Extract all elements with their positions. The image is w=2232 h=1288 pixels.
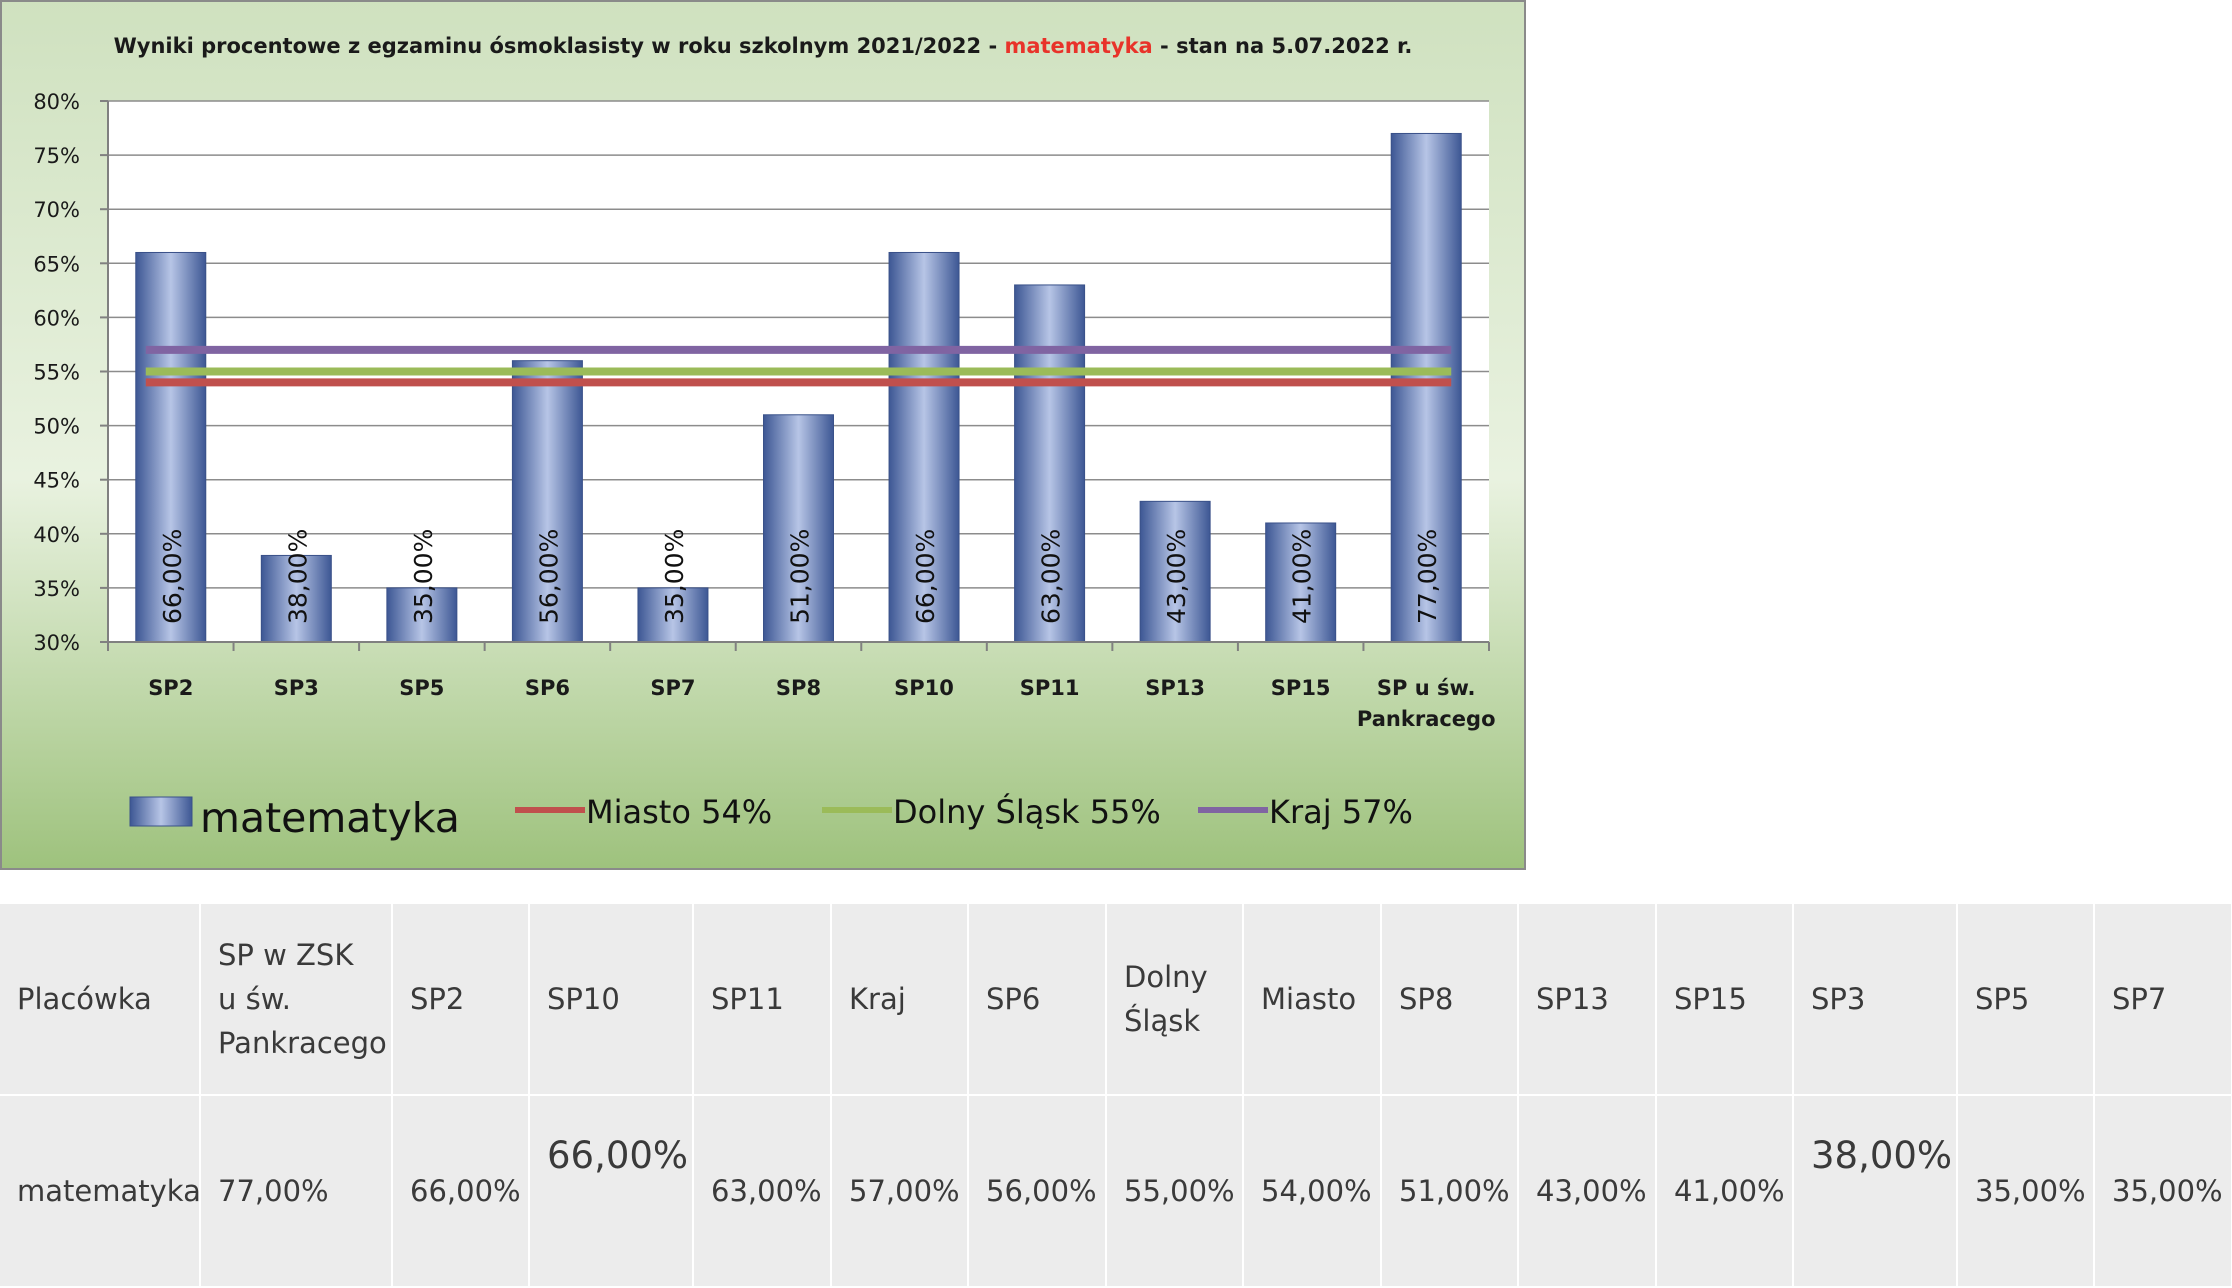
y-tick-label: 60% <box>33 306 80 330</box>
table-header-cell: SP13 <box>1518 904 1657 1096</box>
table-cell: 77,00% <box>200 1095 393 1288</box>
table-cell: 35,00% <box>1957 1095 2095 1288</box>
y-tick-label: 75% <box>33 144 80 168</box>
table-row: matematyka 77,00% 66,00% 66,00% 63,00% 5… <box>0 1095 2232 1288</box>
table-cell: 41,00% <box>1656 1095 1794 1288</box>
table-header-cell: SP7 <box>2094 904 2232 1096</box>
x-tick-label: SP11 <box>1020 676 1080 700</box>
data-label: 43,00% <box>1162 529 1191 624</box>
table-header-cell: SP10 <box>529 904 694 1096</box>
chart-title: Wyniki procentowe z egzaminu ósmoklasist… <box>114 34 1413 58</box>
table-header-cell: SP8 <box>1381 904 1519 1096</box>
legend-label: Dolny Śląsk 55% <box>893 792 1161 831</box>
results-table: Placówka SP w ZSK u św. Pankracego SP2 S… <box>0 904 2232 1288</box>
table-header-cell: Placówka <box>0 904 201 1096</box>
x-tick-label: SP u św. Pankracego <box>1357 676 1496 731</box>
data-label: 77,00% <box>1413 529 1442 624</box>
table-header-cell: Miasto <box>1243 904 1382 1096</box>
bar <box>1014 284 1086 643</box>
x-tick-label: SP10 <box>894 676 954 700</box>
bar <box>260 554 332 643</box>
legend-label: Miasto 54% <box>586 793 772 831</box>
table-header-cell: SP5 <box>1957 904 2095 1096</box>
legend-label: Kraj 57% <box>1269 793 1413 831</box>
y-tick-label: 45% <box>33 469 80 493</box>
chart-container: Wyniki procentowe z egzaminu ósmoklasist… <box>0 0 1526 872</box>
table-header-row: Placówka SP w ZSK u św. Pankracego SP2 S… <box>0 904 2232 1096</box>
x-tick-label: SP2 <box>148 676 193 700</box>
bar <box>1390 132 1462 643</box>
legend-swatch <box>129 796 193 827</box>
x-tick-label: SP3 <box>274 676 319 700</box>
x-tick-label: SP15 <box>1271 676 1331 700</box>
table-cell: 35,00% <box>2094 1095 2232 1288</box>
table-cell: 51,00% <box>1381 1095 1519 1288</box>
data-label: 56,00% <box>534 529 563 624</box>
x-tick-label: SP7 <box>650 676 695 700</box>
bar <box>1265 522 1337 643</box>
y-tick-label: 65% <box>33 252 80 276</box>
y-tick-label: 40% <box>33 523 80 547</box>
bar <box>637 587 709 643</box>
chart-title-part-1: Wyniki procentowe z egzaminu ósmoklasist… <box>114 34 1005 58</box>
table-cell: 66,00% <box>392 1095 530 1288</box>
y-tick-label: 50% <box>33 415 80 439</box>
table-cell: 54,00% <box>1243 1095 1382 1288</box>
bar <box>511 360 583 643</box>
bar <box>386 587 458 643</box>
table-cell: 63,00% <box>693 1095 832 1288</box>
table-header-cell: SP3 <box>1793 904 1958 1096</box>
legend-label: matematyka <box>200 794 460 842</box>
y-tick-label: 30% <box>33 631 80 655</box>
x-tick-label: SP6 <box>525 676 570 700</box>
table-cell: 43,00% <box>1518 1095 1657 1288</box>
data-label: 66,00% <box>911 529 940 624</box>
chart-title-part-3: - stan na 5.07.2022 r. <box>1153 34 1413 58</box>
bar-chart: Wyniki procentowe z egzaminu ósmoklasist… <box>0 0 1526 870</box>
table-header-cell: Kraj <box>831 904 969 1096</box>
data-label: 51,00% <box>786 529 815 624</box>
y-tick-label: 35% <box>33 577 80 601</box>
data-labels: 66,00% 38,00% 35,00% 56,00% 35,00% 51,00% 66,0… <box>158 529 1442 624</box>
table-header-cell: SP6 <box>968 904 1107 1096</box>
table-cell: 38,00% <box>1793 1095 1958 1288</box>
table-header-cell: SP15 <box>1656 904 1794 1096</box>
table-cell: matematyka <box>0 1095 201 1288</box>
data-label: 66,00% <box>158 529 187 624</box>
table-cell: 56,00% <box>968 1095 1107 1288</box>
legend: matematyka Miasto 54% Dolny Śląsk 55% Kraj … <box>129 792 1413 842</box>
bar <box>763 414 834 643</box>
chart-title-highlight: matematyka <box>1004 34 1152 58</box>
data-label: 63,00% <box>1037 529 1066 624</box>
y-tick-label: 55% <box>33 361 80 385</box>
bar <box>1139 500 1211 643</box>
x-axis-ticks: SP2 SP3 SP5 SP6 SP7 SP8 SP10 SP11 SP13 SP15 SP u ś… <box>107 642 1496 731</box>
y-tick-label: 70% <box>33 198 80 222</box>
table-cell: 66,00% <box>529 1095 694 1288</box>
data-label: 35,00% <box>660 529 689 624</box>
y-tick-label: 80% <box>33 90 80 114</box>
table-header-cell: SP w ZSK u św. Pankracego <box>200 904 393 1096</box>
data-label: 38,00% <box>283 529 312 624</box>
data-label: 41,00% <box>1288 529 1317 624</box>
table-cell: 55,00% <box>1106 1095 1244 1288</box>
bars <box>135 132 1462 643</box>
table-header-cell: SP2 <box>392 904 530 1096</box>
data-label: 35,00% <box>409 529 438 624</box>
table-header-cell: Dolny Śląsk <box>1106 904 1244 1096</box>
bar <box>888 251 960 643</box>
x-tick-label: SP5 <box>399 676 444 700</box>
table-header-cell: SP11 <box>693 904 832 1096</box>
bar <box>135 251 207 643</box>
x-tick-label: SP8 <box>776 676 821 700</box>
y-axis-ticks: 30% 35% 40% 45% 50% 55% 60% 65% 70% 75% 80% <box>33 90 108 655</box>
reference-lines <box>145 345 1452 387</box>
table-cell: 57,00% <box>831 1095 969 1288</box>
x-tick-label: SP13 <box>1145 676 1205 700</box>
